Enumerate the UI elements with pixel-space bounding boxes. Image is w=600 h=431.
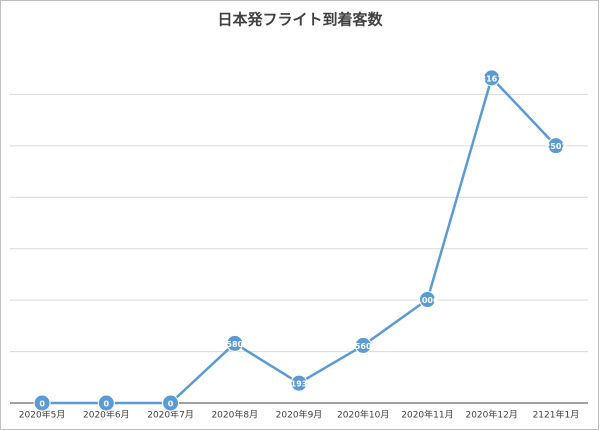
data-point xyxy=(547,137,565,155)
x-tick-label: 2020年6月 xyxy=(83,409,130,421)
x-tick-label: 2020年7月 xyxy=(147,409,194,421)
x-tick-label: 2020年11月 xyxy=(401,409,453,421)
x-tick-label: 2020年9月 xyxy=(276,409,323,421)
data-label: 560 xyxy=(355,342,372,351)
data-label: 2502 xyxy=(545,142,567,151)
data-point xyxy=(290,374,308,392)
data-point xyxy=(483,69,501,87)
data-label: 0 xyxy=(39,400,45,409)
x-tick-label: 2020年12月 xyxy=(465,409,517,421)
data-point xyxy=(162,394,180,412)
x-tick-label: 2020年5月 xyxy=(19,409,66,421)
x-tick-label: 2121年1月 xyxy=(533,409,580,421)
data-label: 3161 xyxy=(481,74,504,83)
data-point xyxy=(418,291,436,309)
data-point xyxy=(354,336,372,354)
data-label: 0 xyxy=(104,400,110,409)
data-label: 193 xyxy=(291,380,308,389)
chart-title: 日本発フライト到着客数 xyxy=(217,11,383,29)
data-point xyxy=(97,394,115,412)
data-label: 1006 xyxy=(416,296,439,305)
data-point xyxy=(33,394,51,412)
data-label: 580 xyxy=(226,340,243,349)
x-tick-label: 2020年10月 xyxy=(337,409,389,421)
data-label: 0 xyxy=(168,400,174,409)
x-tick-label: 2020年8月 xyxy=(211,409,258,421)
data-point xyxy=(226,334,244,352)
